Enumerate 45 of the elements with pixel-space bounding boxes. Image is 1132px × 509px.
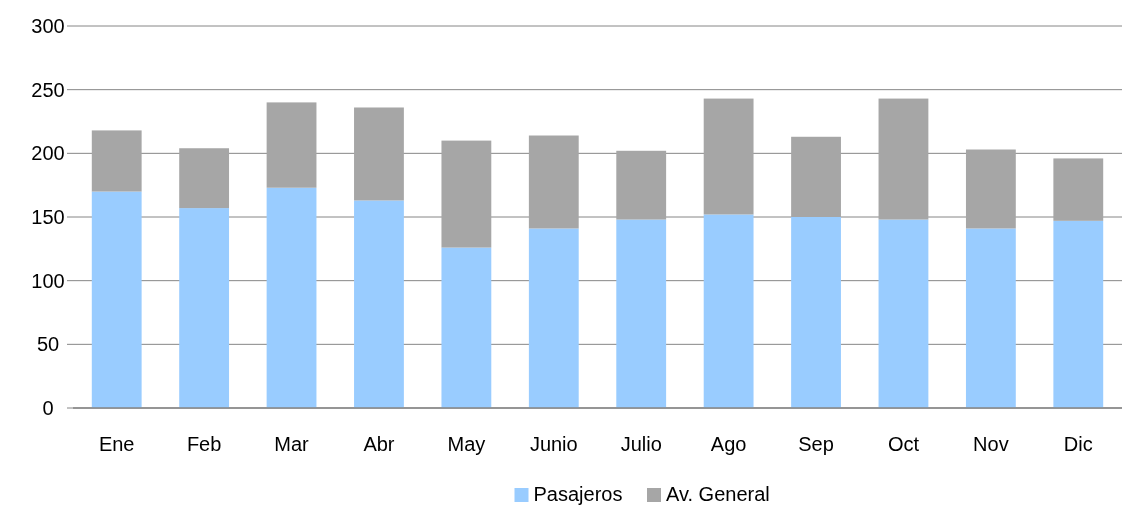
bar [703,98,754,215]
legend-label: Av. General [666,483,770,505]
bar [791,136,841,217]
bar [703,214,754,408]
x-tick-label: Sep [798,433,834,455]
bar [91,130,142,192]
bar [179,148,230,209]
bar [179,208,230,408]
legend-label: Pasajeros [533,483,623,505]
bar [528,228,579,408]
bar [1053,220,1104,408]
bar [965,228,1016,408]
bar [266,102,317,188]
y-tick-label: 100 [31,269,65,292]
bar [616,150,667,220]
x-tick-label: May [447,433,486,455]
bar [1053,158,1104,221]
y-tick-label: 200 [31,142,65,165]
y-tick-label: 300 [31,15,65,37]
x-tick-label: Junio [529,433,578,455]
x-tick-label: Ene [98,433,135,455]
x-tick-label: Ago [710,433,747,455]
bar [441,247,492,408]
bar [616,219,667,408]
bar [878,219,929,408]
bar [791,217,841,408]
bar [91,191,142,408]
bar [965,149,1016,229]
x-tick-label: Dic [1063,433,1093,455]
x-tick-label: Feb [186,433,222,455]
x-tick-label: Abr [363,433,395,455]
bar [441,140,492,248]
bar [878,98,929,220]
y-tick-label: 50 [36,333,60,356]
bar [266,187,317,408]
bar [528,135,579,229]
x-tick-label: Mar [274,433,310,455]
x-tick-label: Nov [973,433,1009,455]
y-tick-label: 0 [42,397,54,419]
bar [354,107,404,201]
bar [354,200,404,408]
y-tick-label: 150 [31,206,65,228]
x-tick-label: Oct [887,433,920,455]
x-tick-label: Julio [620,433,662,455]
y-tick-label: 250 [31,78,65,101]
